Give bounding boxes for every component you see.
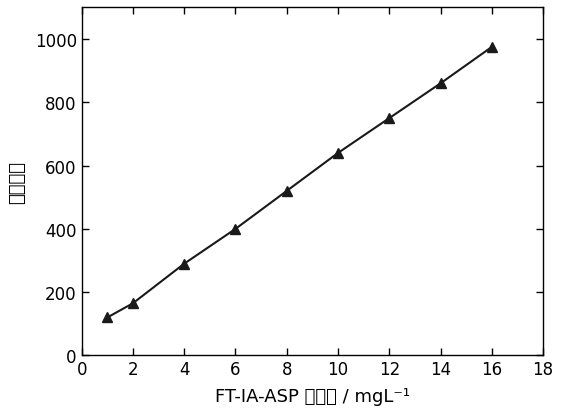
X-axis label: FT-IA-ASP 的浓度 / mgL⁻¹: FT-IA-ASP 的浓度 / mgL⁻¹ bbox=[215, 387, 410, 405]
Y-axis label: 荧光强度: 荧光强度 bbox=[8, 161, 26, 204]
